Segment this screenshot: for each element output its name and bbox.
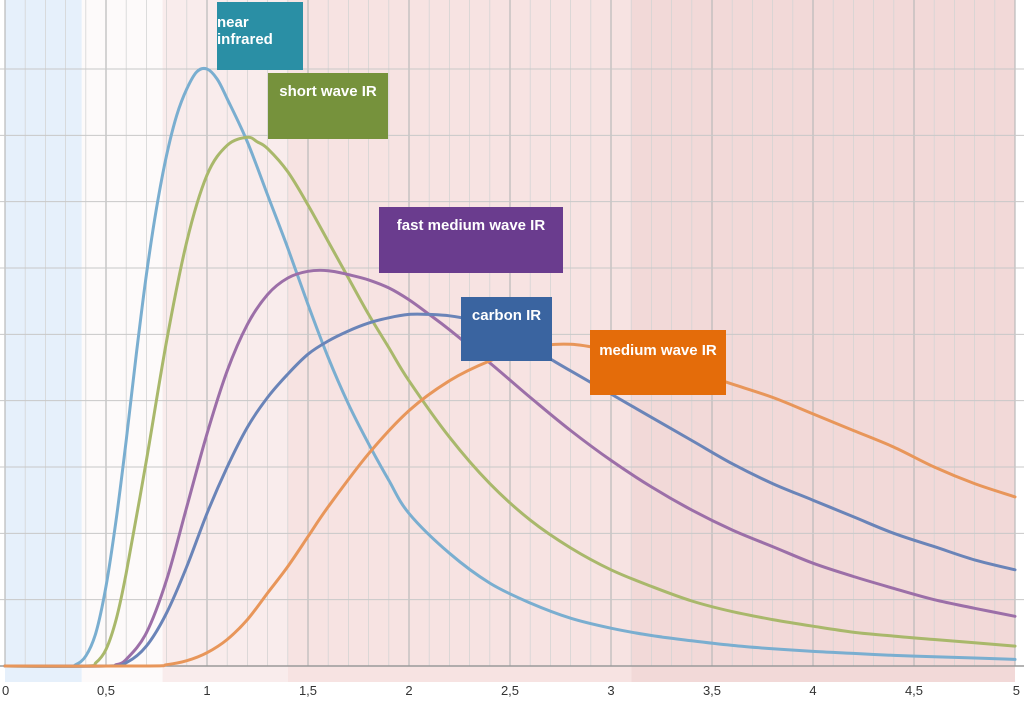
series-line-near-infrared [3, 66, 1017, 668]
label-fast-medium-wave-ir: fast medium wave IR [379, 207, 563, 273]
x-tick-label: 2,5 [501, 683, 519, 698]
x-tick-label: 3 [607, 683, 614, 698]
x-tick-label: 4 [809, 683, 816, 698]
x-tick-label: 1,5 [299, 683, 317, 698]
label-short-wave-ir: short wave IR [268, 73, 388, 139]
series-line-carbon-ir [3, 312, 1017, 668]
series-line-fast-medium-wave-ir [3, 268, 1017, 668]
x-tick-label: 5 [1013, 683, 1020, 698]
series-lines [3, 66, 1017, 668]
series-line-medium-wave-ir [3, 342, 1017, 668]
label-medium-wave-ir: medium wave IR [590, 330, 726, 395]
x-tick-label: 0,5 [97, 683, 115, 698]
x-tick-label: 1 [203, 683, 210, 698]
x-tick-label: 0 [2, 683, 9, 698]
background-band-2 [162, 0, 288, 682]
label-carbon-ir: carbon IR [461, 297, 552, 361]
background-band-0 [5, 0, 82, 682]
x-tick-label: 3,5 [703, 683, 721, 698]
x-tick-label: 4,5 [905, 683, 923, 698]
label-near-infrared: near infrared [217, 2, 303, 70]
x-tick-label: 2 [405, 683, 412, 698]
background-band-1 [81, 0, 163, 682]
x-tick-labels: 0 0,5 1 1,5 2 2,5 3 3,5 4 4,5 5 [2, 683, 1020, 698]
series-line-short-wave-ir [3, 135, 1017, 668]
